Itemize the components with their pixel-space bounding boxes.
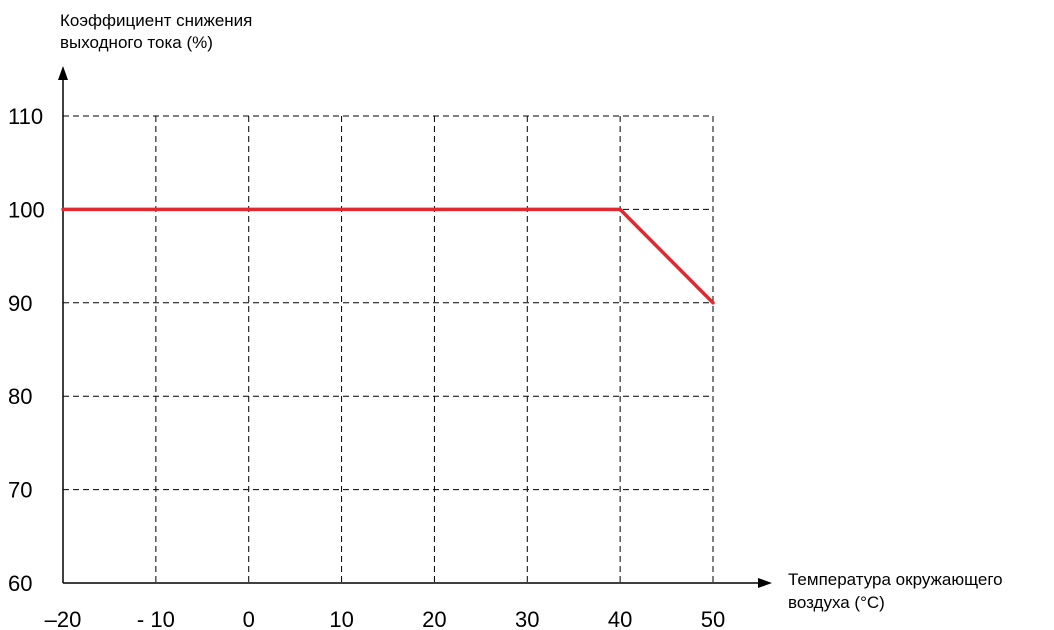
x-axis-arrow bbox=[758, 578, 772, 588]
x-tick-label: 50 bbox=[701, 607, 725, 630]
x-tick-label: –20 bbox=[45, 607, 82, 630]
x-axis-title-line-2: воздуха (°C) bbox=[788, 593, 885, 612]
y-axis-title-line-2: выходного тока (%) bbox=[60, 33, 213, 52]
x-axis-title-line-1: Температура окружающего bbox=[788, 570, 1003, 589]
y-axis-title: Коэффициент снижения выходного тока (%) bbox=[60, 10, 252, 54]
y-tick-label: 70 bbox=[8, 478, 32, 503]
x-tick-label: 0 bbox=[243, 607, 255, 630]
x-tick-label: 10 bbox=[329, 607, 353, 630]
x-axis-title: Температура окружающего воздуха (°C) bbox=[788, 568, 1003, 614]
x-tick-label: 40 bbox=[608, 607, 632, 630]
y-axis-arrow bbox=[58, 66, 68, 80]
x-tick-label: 20 bbox=[422, 607, 446, 630]
y-tick-label: 100 bbox=[8, 197, 45, 222]
x-tick-label: 30 bbox=[515, 607, 539, 630]
y-tick-label: 80 bbox=[8, 384, 32, 409]
y-tick-label: 60 bbox=[8, 571, 32, 596]
x-tick-label: - 10 bbox=[137, 607, 175, 630]
derating-curve bbox=[61, 207, 715, 305]
y-tick-label: 110 bbox=[8, 104, 43, 129]
y-tick-label: 90 bbox=[8, 291, 32, 316]
y-axis-title-line-1: Коэффициент снижения bbox=[60, 11, 253, 30]
